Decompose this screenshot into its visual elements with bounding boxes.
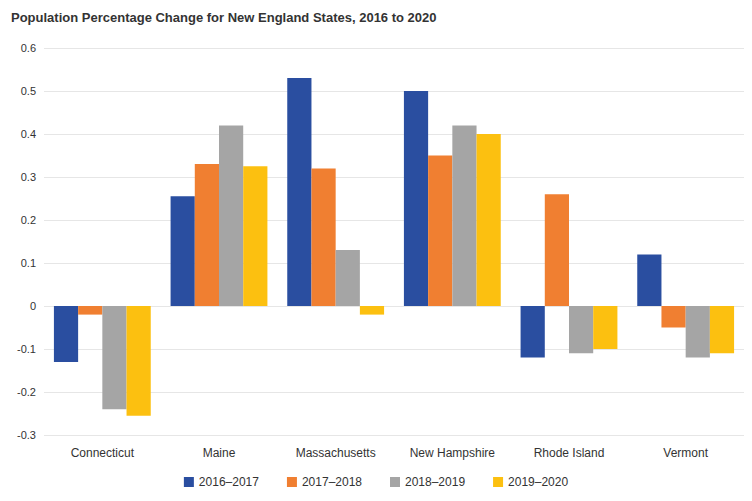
svg-text:Massachusetts: Massachusetts (296, 446, 376, 460)
svg-text:0.5: 0.5 (21, 85, 36, 97)
svg-text:0.2: 0.2 (21, 214, 36, 226)
svg-text:0.1: 0.1 (21, 257, 36, 269)
svg-text:0.6: 0.6 (21, 42, 36, 54)
svg-text:Maine: Maine (203, 446, 236, 460)
svg-text:0.3: 0.3 (21, 171, 36, 183)
svg-text:2016–2017: 2016–2017 (199, 475, 259, 489)
svg-text:2017–2018: 2017–2018 (302, 475, 362, 489)
svg-text:Population Percentage Change f: Population Percentage Change for New Eng… (11, 10, 437, 25)
svg-text:New Hampshire: New Hampshire (410, 446, 496, 460)
svg-text:0: 0 (30, 300, 36, 312)
svg-text:Rhode Island: Rhode Island (534, 446, 605, 460)
svg-text:Vermont: Vermont (663, 446, 708, 460)
svg-text:Connecticut: Connecticut (71, 446, 135, 460)
svg-text:-0.1: -0.1 (17, 343, 36, 355)
svg-text:2019–2020: 2019–2020 (508, 475, 568, 489)
svg-text:2018–2019: 2018–2019 (405, 475, 465, 489)
svg-text:0.4: 0.4 (21, 128, 36, 140)
svg-text:-0.2: -0.2 (17, 386, 36, 398)
svg-text:-0.3: -0.3 (17, 429, 36, 441)
